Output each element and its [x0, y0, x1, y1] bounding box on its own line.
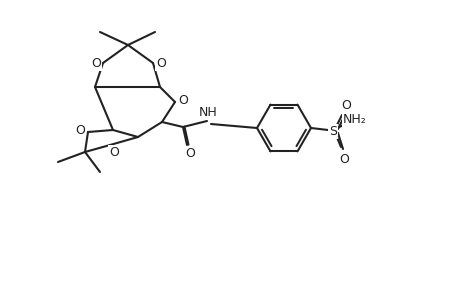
Text: O: O	[91, 56, 101, 70]
Text: O: O	[178, 94, 188, 106]
Text: O: O	[75, 124, 85, 136]
Text: O: O	[185, 146, 195, 160]
Text: O: O	[338, 152, 348, 166]
Text: O: O	[156, 56, 166, 70]
Text: NH: NH	[198, 106, 217, 118]
Text: O: O	[109, 146, 119, 158]
Text: O: O	[340, 98, 350, 112]
Text: S: S	[328, 124, 336, 137]
Text: NH₂: NH₂	[342, 112, 366, 125]
